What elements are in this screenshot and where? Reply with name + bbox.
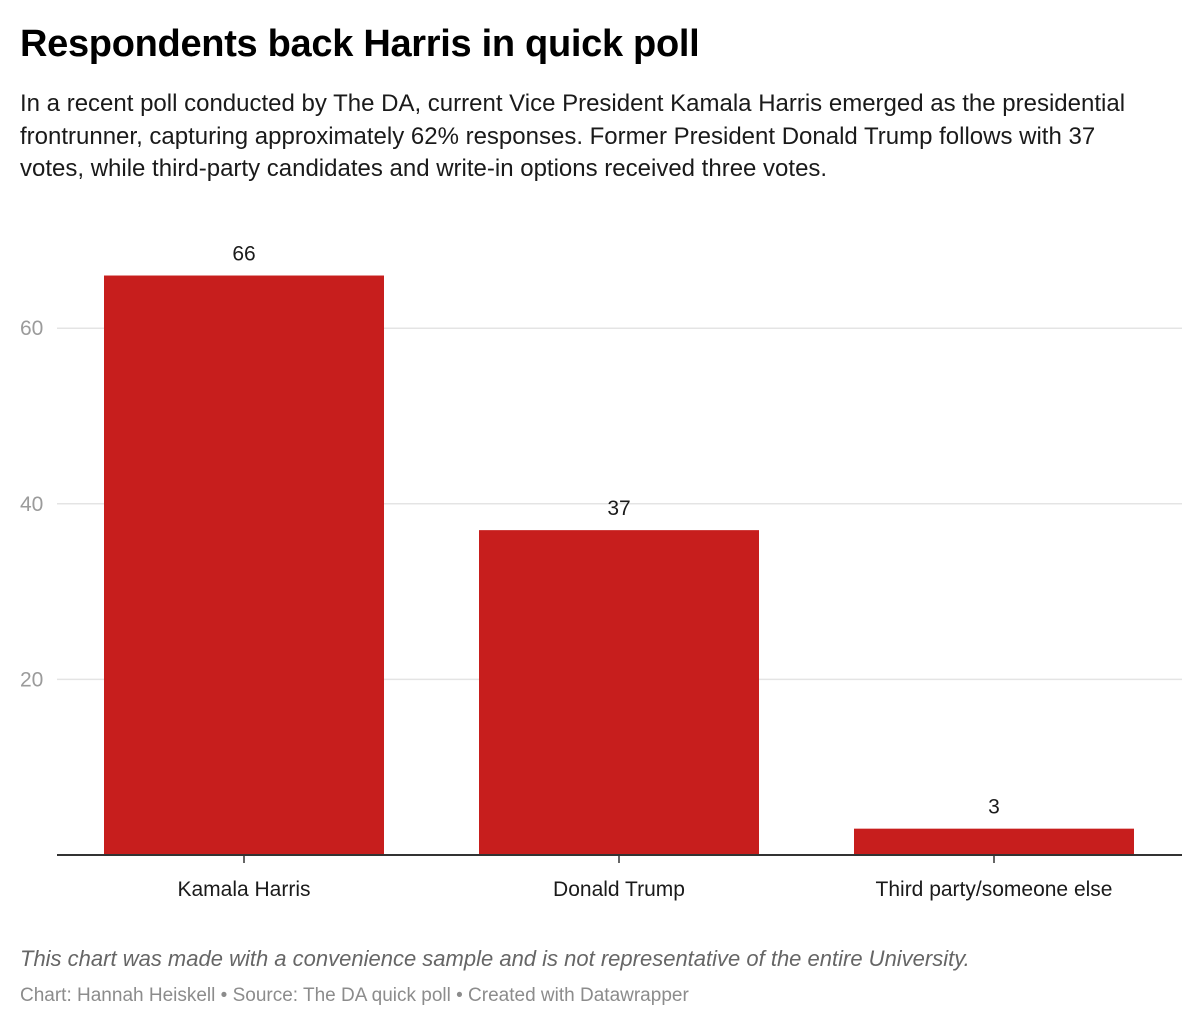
bar: [854, 828, 1134, 855]
category-label: Donald Trump: [553, 878, 685, 901]
y-tick-label: 60: [20, 317, 43, 340]
y-tick-label: 40: [20, 493, 43, 516]
chart-byline: Chart: Hannah Heiskell • Source: The DA …: [20, 985, 689, 1006]
category-label: Third party/someone else: [876, 878, 1113, 901]
value-label: 3: [988, 796, 1000, 819]
y-tick-label: 20: [20, 668, 43, 691]
bar: [104, 275, 384, 855]
chart-subtitle: In a recent poll conducted by The DA, cu…: [20, 90, 1126, 182]
chart-title: Respondents back Harris in quick poll: [20, 23, 700, 65]
chart-notes: This chart was made with a convenience s…: [20, 946, 970, 971]
bars: [104, 275, 1134, 855]
bar: [479, 530, 759, 855]
x-axis: [57, 854, 1182, 863]
value-label: 37: [607, 497, 630, 520]
value-label: 66: [232, 243, 255, 266]
category-label: Kamala Harris: [177, 878, 310, 901]
labels: 66 Kamala Harris 37 Donald Trump 3 Third part…: [177, 243, 1112, 901]
bar-chart: 20 40 60 66 Kamala Harris 37 Donald Trump 3 Thi…: [20, 243, 1182, 901]
